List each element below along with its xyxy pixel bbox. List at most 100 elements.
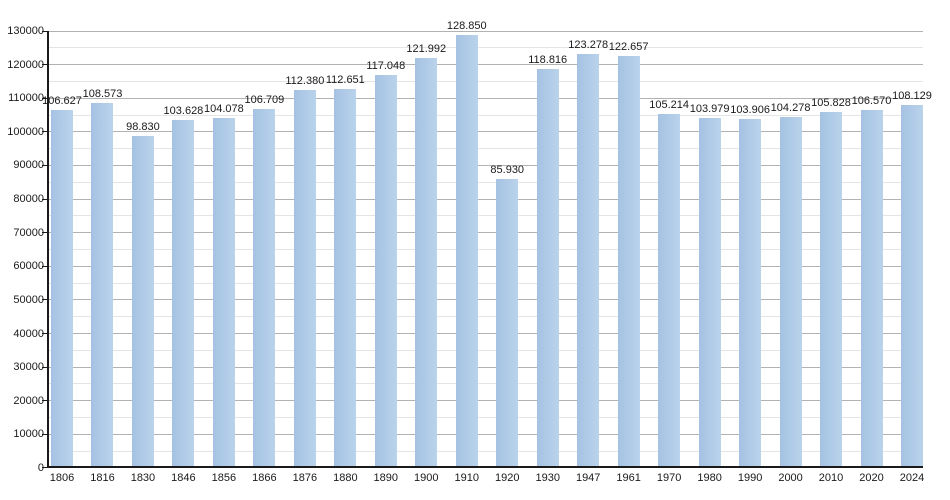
bar-value-label: 108.129 xyxy=(892,89,932,102)
y-axis-tick-label: 20000 xyxy=(13,394,44,407)
bar-value-label: 104.278 xyxy=(770,102,811,115)
bar-value-label: 118.816 xyxy=(528,53,568,66)
x-axis: 1806 1816 1830 1846 1856 1866 1876 1880 1890 1900… xyxy=(49,471,925,489)
bar xyxy=(577,53,600,468)
x-axis-tick-label: 1990 xyxy=(737,472,763,484)
y-axis-tick-label: 50000 xyxy=(13,293,44,306)
bar xyxy=(617,55,640,468)
bar-value-label: 123.278 xyxy=(568,38,609,51)
minor-gridline xyxy=(49,215,923,217)
bar-value-label: 112.651 xyxy=(325,74,365,87)
bar xyxy=(172,119,195,468)
bar xyxy=(739,118,762,468)
bar-value-label: 103.628 xyxy=(163,104,204,117)
minor-gridline xyxy=(49,450,923,452)
bar-value-label: 128.850 xyxy=(446,19,487,32)
bar-value-label: 105.828 xyxy=(811,97,851,110)
major-gridline xyxy=(49,131,923,133)
y-axis-tick-label: 40000 xyxy=(13,327,44,340)
bar xyxy=(860,109,883,468)
y-axis-tick xyxy=(42,164,49,166)
minor-gridline xyxy=(49,114,923,116)
minor-gridline xyxy=(49,417,923,419)
y-axis-tick-label: 80000 xyxy=(13,193,44,206)
major-gridline xyxy=(49,64,923,66)
x-axis-tick-label: 1980 xyxy=(697,472,722,484)
y-axis-tick xyxy=(42,131,49,133)
y-axis-tick xyxy=(42,265,49,267)
bar xyxy=(51,109,73,468)
y-axis-tick-label: 70000 xyxy=(13,226,44,239)
bar-value-label: 85.930 xyxy=(490,164,525,177)
y-axis-tick xyxy=(42,64,49,66)
y-axis-tick-label: 90000 xyxy=(13,159,44,172)
bar-value-label: 98.830 xyxy=(126,120,160,133)
x-axis-tick-label: 1890 xyxy=(373,472,399,484)
minor-gridline xyxy=(49,282,923,284)
bar-value-label: 105.214 xyxy=(649,99,690,112)
y-axis-tick-label: 0 xyxy=(37,462,44,474)
y-axis-tick xyxy=(42,400,49,402)
bar-value-label: 103.979 xyxy=(689,103,730,116)
bar xyxy=(334,89,357,468)
x-axis-tick-label: 1900 xyxy=(414,472,439,484)
x-axis-tick-label: 1816 xyxy=(90,472,115,484)
bar-value-label: 103.906 xyxy=(730,103,770,116)
bar-value-label: 106.627 xyxy=(42,94,82,107)
bar xyxy=(374,74,397,468)
major-gridline xyxy=(49,366,923,368)
y-axis-tick xyxy=(42,299,49,301)
major-gridline xyxy=(49,400,923,402)
x-axis-tick-label: 1930 xyxy=(535,472,560,484)
major-gridline xyxy=(49,232,923,234)
major-gridline xyxy=(49,433,923,435)
x-axis-tick-label: 1910 xyxy=(454,472,479,484)
minor-gridline xyxy=(49,47,923,49)
x-axis-tick-label: 1856 xyxy=(211,472,237,484)
minor-gridline xyxy=(49,383,923,385)
bar xyxy=(415,57,438,468)
y-axis: 0 10000 20000 30000 40000 50000 60000 70000 8000… xyxy=(0,25,44,474)
bar xyxy=(131,135,154,468)
y-axis-tick-label: 10000 xyxy=(13,428,44,441)
bar xyxy=(496,179,519,468)
x-axis-tick-label: 1970 xyxy=(656,472,682,484)
bar-value-label: 108.573 xyxy=(82,88,123,101)
bar-value-label: 104.078 xyxy=(204,103,244,116)
x-axis-tick-label: 1876 xyxy=(292,472,318,484)
y-axis-tick xyxy=(42,333,49,335)
y-axis-tick-label: 130000 xyxy=(7,25,44,37)
major-gridline xyxy=(49,333,923,335)
y-axis-tick-label: 60000 xyxy=(13,260,44,273)
y-axis-tick xyxy=(42,198,49,200)
y-axis-tick-label: 100000 xyxy=(7,125,44,138)
x-axis-tick-label: 2000 xyxy=(778,472,803,484)
bar xyxy=(455,34,478,468)
x-axis-tick-label: 2024 xyxy=(899,472,925,484)
minor-gridline xyxy=(49,181,923,183)
bar-value-label: 112.380 xyxy=(285,75,325,88)
y-axis-tick xyxy=(42,97,49,99)
bar-value-label: 106.709 xyxy=(244,94,285,107)
x-axis-tick-label: 1806 xyxy=(49,472,75,484)
bar-value-label: 106.570 xyxy=(851,94,892,107)
major-gridline xyxy=(49,30,923,32)
bar xyxy=(779,117,802,468)
y-axis-tick xyxy=(42,467,49,468)
bar xyxy=(293,90,316,468)
x-axis-tick-label: 1920 xyxy=(494,472,520,484)
bar xyxy=(698,118,721,468)
bar xyxy=(253,109,276,468)
bar-value-label: 121.992 xyxy=(406,42,447,55)
minor-gridline xyxy=(49,80,923,82)
minor-gridline xyxy=(49,316,923,318)
x-axis-tick-label: 1830 xyxy=(130,472,156,484)
x-axis-tick-label: 2010 xyxy=(818,472,844,484)
major-gridline xyxy=(49,164,923,166)
y-axis-tick xyxy=(42,232,49,234)
bar-value-label: 122.657 xyxy=(608,40,649,53)
plot-area: 106.627 108.573 98.830 103.628 104.078 106.70… xyxy=(42,20,932,468)
y-axis-tick-label: 110000 xyxy=(8,92,44,105)
x-axis-line xyxy=(47,466,923,468)
